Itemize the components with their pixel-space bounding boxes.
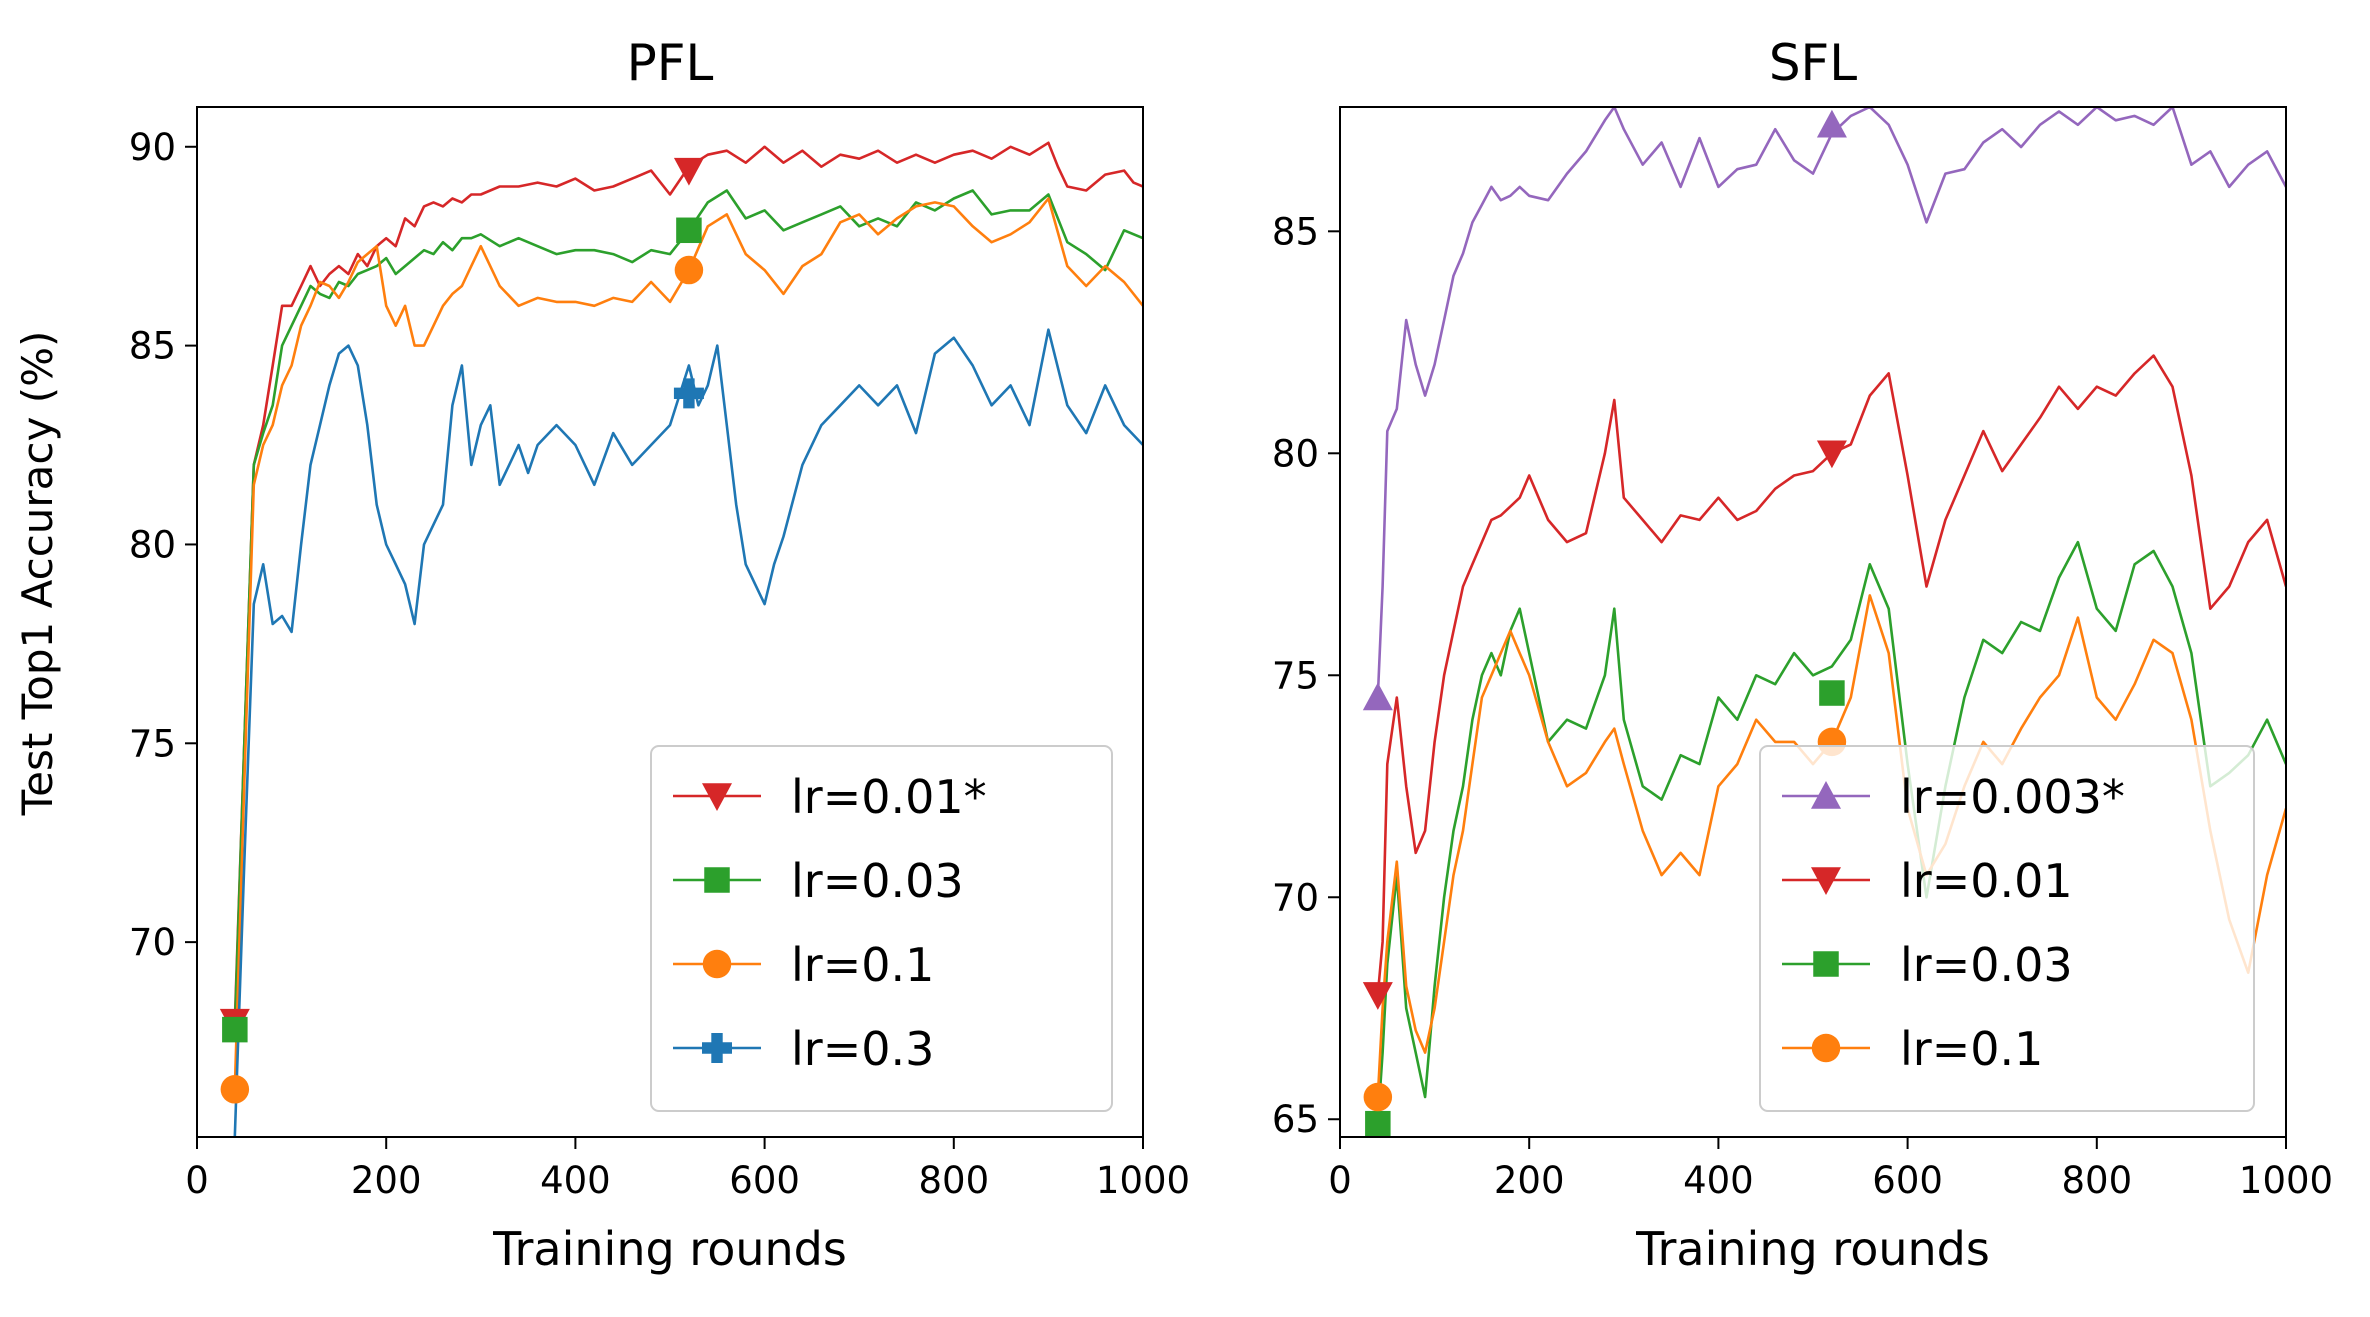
sfl-legend-marker: [1813, 951, 1839, 977]
pfl-legend-marker: [702, 949, 732, 979]
pfl-x-tick-label: 200: [351, 1159, 422, 1202]
pfl-x-axis-label: Training rounds: [492, 1222, 847, 1276]
sfl-legend-label: lr=0.03: [1900, 938, 2073, 992]
sfl-marker-lr-0-003: [1816, 109, 1847, 138]
pfl-series-line-lr-0-03: [233, 189, 1143, 1030]
sfl-x-tick-label: 200: [1494, 1159, 1565, 1202]
sfl-marker-lr-0-1: [1363, 1082, 1393, 1112]
pfl-legend: lr=0.01* lr=0.03 lr=0.1 lr=0.3: [650, 745, 1113, 1112]
pfl-x-tick-label: 800: [918, 1159, 989, 1202]
sfl-legend-marker: [1811, 867, 1841, 895]
pfl-marker-lr-0-1: [220, 1075, 250, 1104]
pfl-legend-label: lr=0.03: [791, 854, 964, 908]
sfl-series-line-lr-0-1: [1376, 594, 2286, 1098]
pfl-legend-marker: [702, 783, 732, 811]
sfl-marker-lr-0-03: [1819, 680, 1845, 706]
pfl-x-tick-label: 0: [185, 1159, 209, 1202]
sfl-series-line-lr-0-03: [1376, 540, 2286, 1124]
sfl-legend-label: lr=0.01: [1900, 854, 2073, 908]
pfl-legend-label: lr=0.01*: [791, 770, 987, 824]
sfl-x-tick-label: 400: [1683, 1159, 1754, 1202]
pfl-y-tick-label: 90: [129, 126, 176, 169]
sfl-series-line-lr-0-003: [1376, 107, 2286, 698]
pfl-legend-box: [650, 745, 1113, 1112]
pfl-marker-lr-0-03: [676, 217, 702, 244]
sfl-chart: SFL Training rounds 0 200 400 600 800 1000 65 70 7…: [1272, 34, 2333, 1276]
pfl-marker-lr-0-3: [673, 378, 704, 409]
pfl-y-tick-label: 80: [129, 523, 176, 566]
pfl-marker-lr-0-03: [222, 1016, 248, 1043]
sfl-y-tick-label: 80: [1272, 432, 1319, 475]
sfl-y-tick-label: 85: [1272, 210, 1319, 253]
pfl-y-tick-label: 75: [129, 722, 176, 765]
sfl-legend-marker: [1811, 781, 1841, 809]
sfl-x-tick-label: 600: [1872, 1159, 1943, 1202]
pfl-series-line-lr-0-1: [233, 197, 1143, 1090]
sfl-x-axis-label: Training rounds: [1635, 1222, 1990, 1276]
pfl-y-tick-label: 70: [129, 921, 176, 964]
sfl-y-tick-label: 75: [1272, 654, 1319, 697]
pfl-title: PFL: [627, 34, 714, 92]
pfl-legend-label: lr=0.1: [791, 938, 934, 992]
sfl-legend-marker: [1811, 1033, 1841, 1063]
sfl-legend-label: lr=0.1: [1900, 1022, 2043, 1076]
sfl-legend-label: lr=0.003*: [1900, 770, 2125, 824]
sfl-marker-lr-0-003: [1362, 682, 1393, 711]
pfl-x-tick-label: 600: [729, 1159, 800, 1202]
sfl-series-line-lr-0-01: [1376, 354, 2286, 996]
sfl-x-tick-label: 0: [1328, 1159, 1352, 1202]
pfl-x-tick-label: 1000: [1096, 1159, 1190, 1202]
pfl-axes-frame: [196, 106, 1144, 1138]
sfl-x-tick-label: 1000: [2239, 1159, 2333, 1202]
pfl-marker-lr-0-1: [674, 255, 704, 285]
y-axis-label: Test Top1 Accuracy (%): [13, 331, 62, 817]
sfl-y-tick-label: 65: [1272, 1098, 1319, 1141]
pfl-plot-area: [219, 141, 1143, 1137]
pfl-legend-marker: [704, 867, 730, 893]
sfl-title: SFL: [1769, 34, 1857, 92]
pfl-marker-lr-0-01: [673, 157, 704, 186]
sfl-x-tick-label: 800: [2061, 1159, 2132, 1202]
sfl-legend-box: [1759, 745, 2255, 1112]
sfl-marker-lr-0-01: [1362, 982, 1393, 1010]
pfl-series-line-lr-0-3: [233, 328, 1143, 1137]
pfl-chart: PFL Training rounds 0 200 400 600 800 1000 70 75 8…: [129, 34, 1190, 1276]
pfl-x-tick-label: 400: [540, 1159, 611, 1202]
pfl-y-tick-label: 85: [129, 325, 176, 368]
sfl-marker-lr-0-03: [1365, 1110, 1391, 1137]
pfl-legend-marker: [702, 1033, 732, 1063]
pfl-series-line-lr-0-01: [233, 141, 1143, 1022]
pfl-legend-label: lr=0.3: [791, 1022, 934, 1076]
sfl-y-tick-label: 70: [1272, 876, 1319, 919]
sfl-marker-lr-0-01: [1816, 440, 1847, 469]
sfl-legend: lr=0.003* lr=0.01 lr=0.03 lr=0.1: [1759, 745, 2255, 1112]
sfl-axes-frame: [1339, 106, 2287, 1138]
